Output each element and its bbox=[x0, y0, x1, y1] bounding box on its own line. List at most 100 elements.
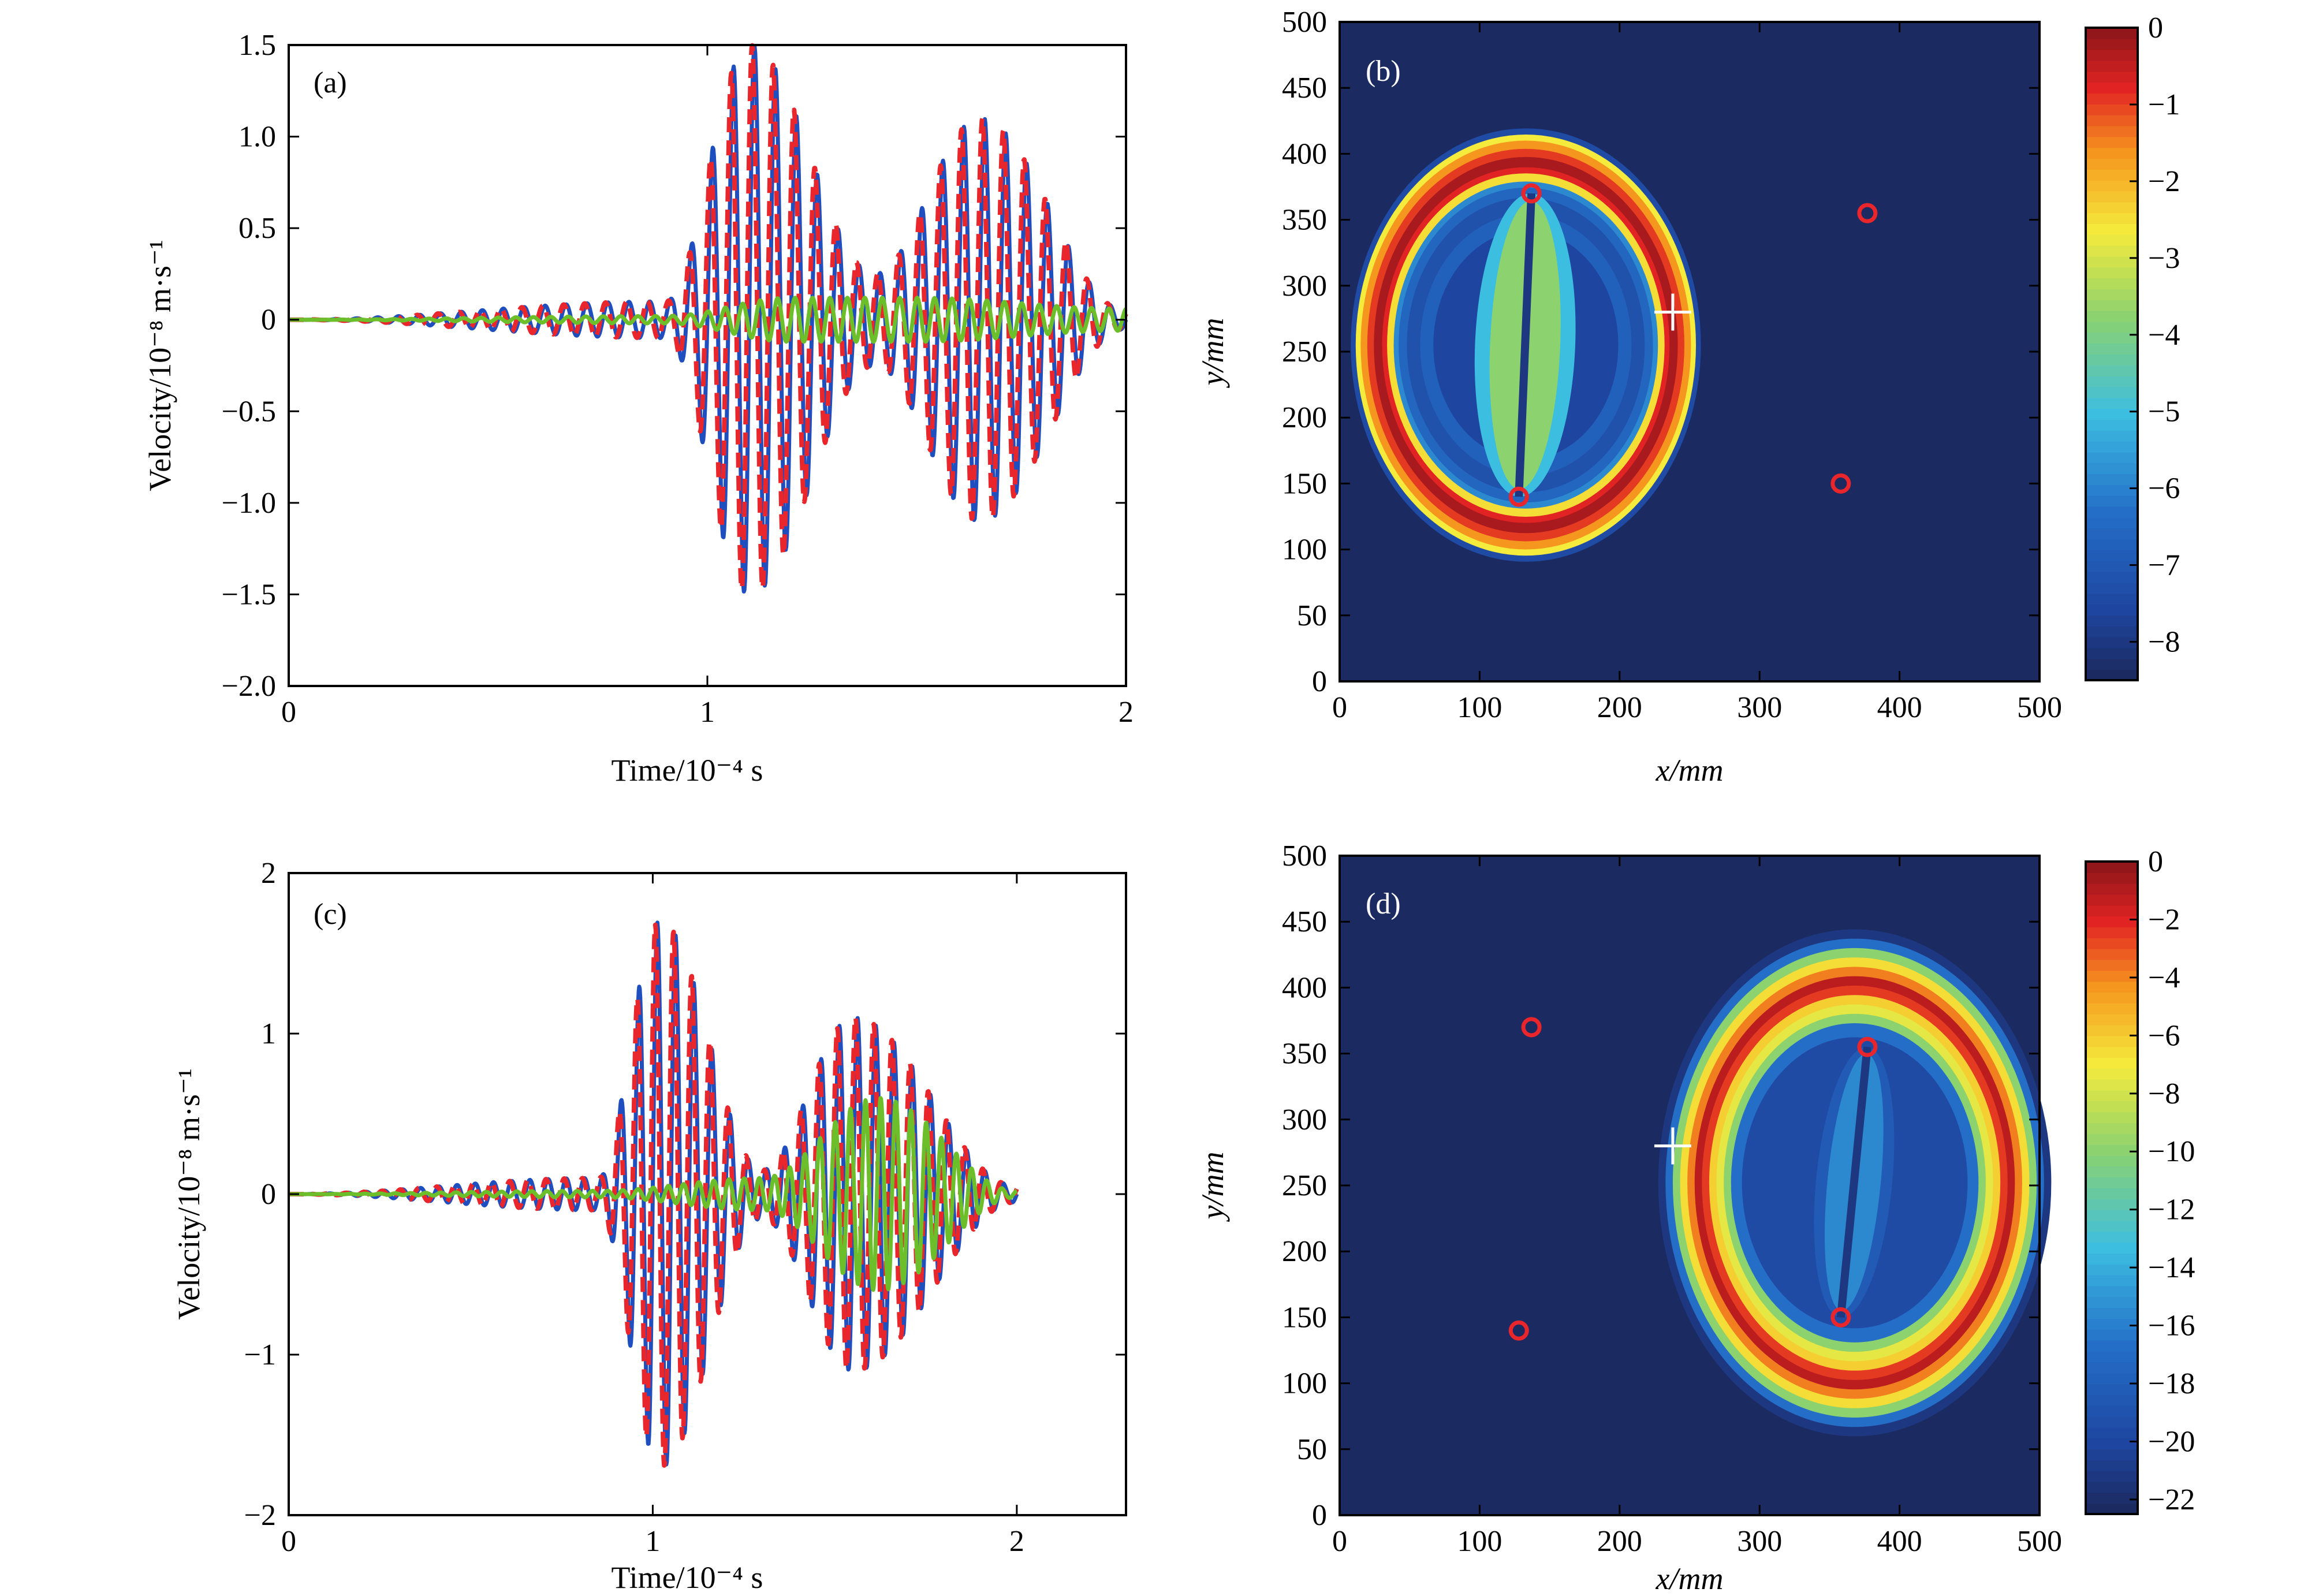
colorbar-tick-label: −1 bbox=[2148, 88, 2180, 121]
colorbar-segment bbox=[2086, 1296, 2138, 1308]
x-tick-label: 400 bbox=[1877, 1525, 1922, 1558]
panel-a-x-axis-label: Time/10⁻⁴ s bbox=[612, 753, 763, 788]
colorbar-segment bbox=[2086, 1307, 2138, 1319]
x-tick-label: 100 bbox=[1457, 1525, 1502, 1558]
panel-c-x-ticks: 0 1 2 bbox=[281, 873, 1024, 1558]
sensor-marker bbox=[1830, 1307, 1851, 1327]
panel-d-colorbar: 0 −2 −4 −6 −8 −10 −12 −14 −16 −18 −20 −22 bbox=[2085, 845, 2195, 1516]
panel-c-label: (c) bbox=[314, 898, 347, 931]
y-tick-label: 1.5 bbox=[238, 29, 276, 62]
colorbar-segment bbox=[2086, 147, 2138, 159]
series-line-2 bbox=[286, 922, 1019, 1468]
series-line-3 bbox=[287, 296, 1128, 344]
colorbar-segment bbox=[2086, 1263, 2138, 1276]
y-tick-label: 450 bbox=[1282, 72, 1327, 105]
panel-c-y-axis-label: Velocity/10⁻⁸ m·s⁻¹ bbox=[171, 1068, 206, 1319]
y-tick-label: 300 bbox=[1282, 270, 1327, 303]
colorbar-tick-label: −7 bbox=[2148, 549, 2180, 582]
x-tick-label: 1 bbox=[700, 696, 715, 729]
colorbar-tick-label: −8 bbox=[2148, 626, 2180, 659]
panel-b-x-ticks: 0 100 200 300 400 500 bbox=[1332, 22, 2062, 724]
colorbar-segment bbox=[2086, 1035, 2138, 1047]
panel-b-colorbar: 0 −1 −2 −3 −4 −5 −6 −7 −8 bbox=[2085, 12, 2180, 681]
colorbar-segment bbox=[2086, 1481, 2138, 1493]
colorbar-segment bbox=[2086, 364, 2138, 376]
series-line-1 bbox=[287, 44, 1128, 594]
y-tick-label: 250 bbox=[1282, 335, 1327, 368]
colorbar-segment bbox=[2086, 1253, 2138, 1265]
colorbar-segment bbox=[2086, 1188, 2138, 1199]
colorbar-segment bbox=[2086, 82, 2138, 94]
y-tick-label: 400 bbox=[1282, 137, 1327, 170]
y-tick-label: −2 bbox=[244, 1499, 276, 1532]
colorbar-segment bbox=[2086, 625, 2138, 637]
colorbar-segment bbox=[2086, 1405, 2138, 1417]
colorbar-segment bbox=[2086, 1133, 2138, 1145]
colorbar-segment bbox=[2086, 1351, 2138, 1363]
colorbar-segment bbox=[2086, 473, 2138, 485]
colorbar-segment bbox=[2086, 332, 2138, 344]
sensor-marker bbox=[1521, 1017, 1542, 1038]
colorbar-segment bbox=[2086, 463, 2138, 475]
y-tick-label: 0 bbox=[261, 1178, 276, 1211]
sensor-marker bbox=[1857, 1036, 1878, 1057]
colorbar-tick-label: −4 bbox=[2148, 961, 2180, 994]
colorbar-segment bbox=[2086, 1503, 2138, 1515]
y-tick-label: −1.5 bbox=[222, 578, 276, 611]
colorbar-segment bbox=[2086, 992, 2138, 1004]
colorbar-segment bbox=[2086, 948, 2138, 960]
colorbar-segment bbox=[2086, 169, 2138, 181]
colorbar-segment bbox=[2086, 202, 2138, 214]
colorbar-tick-label: −6 bbox=[2148, 1019, 2180, 1052]
colorbar-segment bbox=[2086, 571, 2138, 583]
colorbar-segment bbox=[2086, 927, 2138, 938]
colorbar-segment bbox=[2086, 1123, 2138, 1134]
colorbar-segment bbox=[2086, 1362, 2138, 1374]
colorbar-segment bbox=[2086, 158, 2138, 170]
colorbar-segment bbox=[2086, 959, 2138, 971]
panel-b-y-ticks: 0 50 100 150 200 250 300 350 400 450 500 bbox=[1282, 6, 2040, 698]
colorbar-segment bbox=[2086, 1470, 2138, 1482]
colorbar-segment bbox=[2086, 1394, 2138, 1406]
colorbar-frame bbox=[2085, 27, 2139, 681]
colorbar-segment bbox=[2086, 1384, 2138, 1395]
colorbar-segment bbox=[2086, 1416, 2138, 1428]
colorbar-segment bbox=[2086, 408, 2138, 420]
colorbar-segment bbox=[2086, 397, 2138, 409]
panel-d-heatmap bbox=[1340, 856, 2052, 1515]
sensor-marker bbox=[1508, 1320, 1529, 1341]
y-tick-label: 0 bbox=[1312, 1499, 1327, 1532]
sensor-marker bbox=[1857, 203, 1878, 223]
colorbar-segment bbox=[2086, 1274, 2138, 1287]
y-tick-label: 2 bbox=[261, 857, 276, 890]
x-tick-label: 0 bbox=[1332, 1525, 1347, 1558]
colorbar-segment bbox=[2086, 1373, 2138, 1384]
colorbar-segment bbox=[2086, 375, 2138, 387]
colorbar-segment bbox=[2086, 71, 2138, 83]
colorbar-segment bbox=[2086, 125, 2138, 137]
colorbar-segment bbox=[2086, 593, 2138, 605]
y-tick-label: 400 bbox=[1282, 971, 1327, 1004]
y-tick-label: 150 bbox=[1282, 467, 1327, 500]
colorbar-frame bbox=[2085, 860, 2139, 1515]
heatmap-lens-core bbox=[1515, 193, 1536, 497]
colorbar-segment bbox=[2086, 310, 2138, 322]
colorbar-segment bbox=[2086, 1449, 2138, 1460]
colorbar-segment bbox=[2086, 981, 2138, 993]
colorbar-segment bbox=[2086, 862, 2138, 873]
colorbar-segment bbox=[2086, 1340, 2138, 1352]
colorbar-tick-label: −4 bbox=[2148, 319, 2180, 352]
colorbar-segment bbox=[2086, 1427, 2138, 1439]
x-tick-label: 2 bbox=[1009, 1525, 1024, 1558]
colorbar-segment bbox=[2086, 1242, 2138, 1254]
colorbar-tick-label: −5 bbox=[2148, 396, 2180, 428]
colorbar-segment bbox=[2086, 970, 2138, 982]
colorbar-segment bbox=[2086, 1329, 2138, 1341]
y-tick-label: 500 bbox=[1282, 6, 1327, 39]
colorbar-segment bbox=[2086, 430, 2138, 442]
colorbar-segment bbox=[2086, 1068, 2138, 1080]
colorbar-segment bbox=[2086, 1231, 2138, 1243]
y-tick-label: 300 bbox=[1282, 1103, 1327, 1136]
sensor-marker bbox=[1508, 486, 1529, 507]
